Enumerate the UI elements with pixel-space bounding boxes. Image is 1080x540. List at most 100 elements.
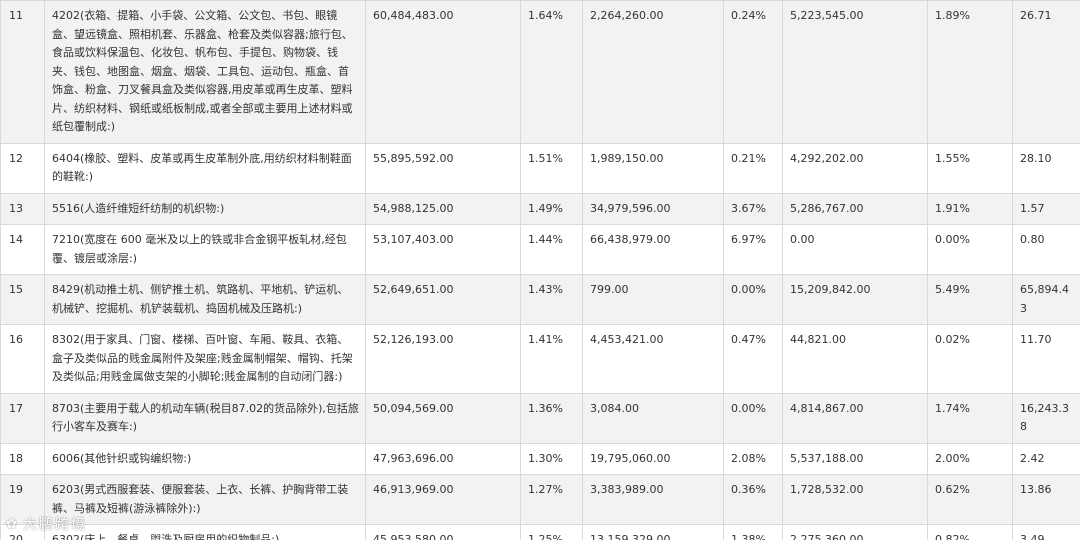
value-2-cell: 13,159,329.00 [582,524,724,540]
share-1-cell: 1.30% [520,442,583,475]
rank-cell: 11 [0,0,45,144]
share-2-cell: 0.36% [723,474,783,525]
table-row: 12 6404(橡胶、塑料、皮革或再生皮革制外底,用纺织材料制鞋面的鞋靴:) 55,… [0,142,1080,194]
table-row: 19 6203(男式西服套装、便服套装、上衣、长裤、护胸背带工装裤、马裤及短裤(游… [0,474,1080,525]
value-3-cell: 5,537,188.00 [782,442,928,475]
value-3-cell: 2,275,360.00 [782,524,928,540]
value-1-cell: 53,107,403.00 [365,224,521,275]
value-2-cell: 19,795,060.00 [582,442,724,475]
ratio-cell: 0.80 [1012,224,1080,275]
value-2-cell: 2,264,260.00 [582,0,724,144]
share-3-cell: 0.82% [927,524,1013,540]
value-3-cell: 4,814,867.00 [782,392,928,444]
share-2-cell: 0.24% [723,0,783,144]
ratio-cell: 13.86 [1012,474,1080,525]
table-row: 11 4202(衣箱、提箱、小手袋、公文箱、公文包、书包、眼镜盒、望远镜盒、照相机… [0,0,1080,144]
ratio-cell: 11.70 [1012,324,1080,394]
description-cell: 7210(宽度在 600 毫米及以上的铁或非合金钢平板轧材,经包覆、镀层或涂层:… [44,224,366,275]
table-row: 20 6302(床上、餐桌、盥洗及厨房用的织物制品:) 45,953,580.00 1… [0,524,1080,540]
description-cell: 6302(床上、餐桌、盥洗及厨房用的织物制品:) [44,524,366,540]
share-1-cell: 1.43% [520,274,583,325]
watermark: ✿ 大鹏跨境 [6,514,87,534]
share-3-cell: 5.49% [927,274,1013,325]
value-3-cell: 15,209,842.00 [782,274,928,325]
share-1-cell: 1.41% [520,324,583,394]
value-1-cell: 50,094,569.00 [365,392,521,444]
watermark-text: 大鹏跨境 [22,517,87,533]
share-3-cell: 2.00% [927,442,1013,475]
ratio-cell: 16,243.38 [1012,392,1080,444]
table-row: 15 8429(机动推土机、侧铲推土机、筑路机、平地机、铲运机、机械铲、挖掘机、机… [0,274,1080,325]
value-1-cell: 52,126,193.00 [365,324,521,394]
value-3-cell: 5,286,767.00 [782,192,928,225]
description-cell: 4202(衣箱、提箱、小手袋、公文箱、公文包、书包、眼镜盒、望远镜盒、照相机套、… [44,0,366,144]
share-2-cell: 3.67% [723,192,783,225]
share-2-cell: 0.00% [723,392,783,444]
value-3-cell: 44,821.00 [782,324,928,394]
description-cell: 8703(主要用于载人的机动车辆(税目87.02的货品除外),包括旅行小客车及赛… [44,392,366,444]
description-cell: 6203(男式西服套装、便服套装、上衣、长裤、护胸背带工装裤、马裤及短裤(游泳裤… [44,474,366,525]
share-3-cell: 1.74% [927,392,1013,444]
share-2-cell: 0.21% [723,142,783,194]
value-1-cell: 52,649,651.00 [365,274,521,325]
value-1-cell: 46,913,969.00 [365,474,521,525]
rank-cell: 13 [0,192,45,225]
share-1-cell: 1.25% [520,524,583,540]
rank-cell: 18 [0,442,45,475]
rank-cell: 15 [0,274,45,325]
share-3-cell: 1.89% [927,0,1013,144]
share-3-cell: 1.91% [927,192,1013,225]
share-1-cell: 1.44% [520,224,583,275]
value-2-cell: 1,989,150.00 [582,142,724,194]
share-2-cell: 2.08% [723,442,783,475]
value-1-cell: 45,953,580.00 [365,524,521,540]
value-1-cell: 47,963,696.00 [365,442,521,475]
share-1-cell: 1.27% [520,474,583,525]
ratio-cell: 65,894.43 [1012,274,1080,325]
rank-cell: 16 [0,324,45,394]
description-cell: 5516(人造纤维短纤纺制的机织物:) [44,192,366,225]
share-1-cell: 1.36% [520,392,583,444]
ratio-cell: 28.10 [1012,142,1080,194]
share-3-cell: 1.55% [927,142,1013,194]
value-3-cell: 4,292,202.00 [782,142,928,194]
ratio-cell: 2.42 [1012,442,1080,475]
rank-cell: 17 [0,392,45,444]
share-2-cell: 1.38% [723,524,783,540]
rank-cell: 14 [0,224,45,275]
paw-icon: ✿ [6,516,19,532]
table-row: 18 6006(其他针织或钩编织物:) 47,963,696.00 1.30% 19,7… [0,442,1080,475]
share-3-cell: 0.00% [927,224,1013,275]
value-2-cell: 4,453,421.00 [582,324,724,394]
share-2-cell: 6.97% [723,224,783,275]
value-2-cell: 66,438,979.00 [582,224,724,275]
value-2-cell: 34,979,596.00 [582,192,724,225]
description-cell: 8429(机动推土机、侧铲推土机、筑路机、平地机、铲运机、机械铲、挖掘机、机铲装… [44,274,366,325]
value-3-cell: 5,223,545.00 [782,0,928,144]
share-3-cell: 0.02% [927,324,1013,394]
value-2-cell: 799.00 [582,274,724,325]
value-1-cell: 55,895,592.00 [365,142,521,194]
share-2-cell: 0.00% [723,274,783,325]
table-row: 14 7210(宽度在 600 毫米及以上的铁或非合金钢平板轧材,经包覆、镀层或涂… [0,224,1080,275]
value-1-cell: 54,988,125.00 [365,192,521,225]
description-cell: 6006(其他针织或钩编织物:) [44,442,366,475]
description-cell: 8302(用于家具、门窗、楼梯、百叶窗、车厢、鞍具、衣箱、盒子及类似品的贱金属附… [44,324,366,394]
value-2-cell: 3,084.00 [582,392,724,444]
rank-cell: 12 [0,142,45,194]
value-1-cell: 60,484,483.00 [365,0,521,144]
share-1-cell: 1.64% [520,0,583,144]
value-2-cell: 3,383,989.00 [582,474,724,525]
table-row: 17 8703(主要用于载人的机动车辆(税目87.02的货品除外),包括旅行小客车… [0,392,1080,444]
ratio-cell: 3.49 [1012,524,1080,540]
share-1-cell: 1.51% [520,142,583,194]
rank-cell: 19 [0,474,45,525]
table-row: 16 8302(用于家具、门窗、楼梯、百叶窗、车厢、鞍具、衣箱、盒子及类似品的贱金… [0,324,1080,394]
table-row: 13 5516(人造纤维短纤纺制的机织物:) 54,988,125.00 1.49% 3… [0,192,1080,225]
share-3-cell: 0.62% [927,474,1013,525]
share-2-cell: 0.47% [723,324,783,394]
description-cell: 6404(橡胶、塑料、皮革或再生皮革制外底,用纺织材料制鞋面的鞋靴:) [44,142,366,194]
ratio-cell: 26.71 [1012,0,1080,144]
